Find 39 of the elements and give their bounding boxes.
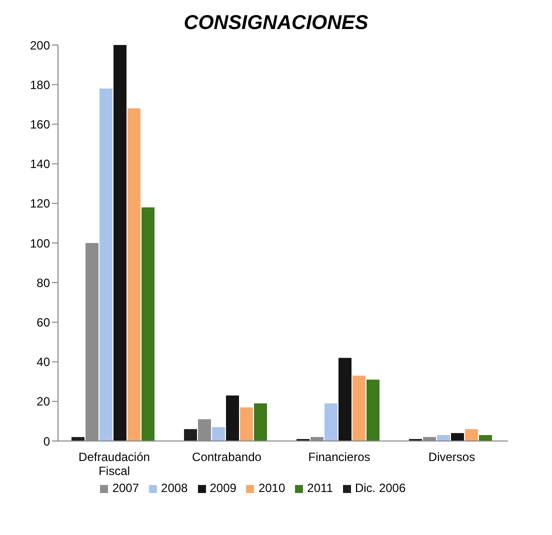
legend-label: 2007 — [112, 481, 140, 495]
bar — [352, 376, 366, 441]
x-tick-label: Diversos — [428, 450, 476, 464]
y-tick-label: 0 — [43, 434, 50, 448]
bar — [465, 429, 478, 441]
bar — [240, 407, 253, 441]
x-tick-label: Defraudación Fiscal — [78, 450, 150, 478]
bar — [184, 429, 197, 441]
bar — [254, 403, 267, 441]
chart-title: CONSIGNACIONES — [182, 12, 370, 35]
bar — [479, 435, 492, 441]
bar — [100, 88, 112, 441]
bar — [338, 358, 352, 441]
y-tick-label: 20 — [36, 394, 50, 409]
legend-label: 2010 — [258, 481, 286, 495]
legend-label: 2011 — [307, 481, 333, 495]
bar — [366, 380, 380, 441]
bar — [128, 108, 140, 441]
bar — [114, 45, 126, 441]
y-tick-label: 140 — [30, 157, 50, 172]
x-tick-label: Financieros — [308, 450, 370, 464]
y-tick-label: 180 — [30, 78, 50, 92]
bar — [142, 207, 154, 441]
legend-label: 2009 — [210, 481, 236, 495]
x-tick-label: Contrabando — [192, 450, 262, 464]
bar — [437, 435, 450, 441]
legend-label: Dic. 2006 — [354, 481, 406, 495]
bar — [212, 427, 225, 441]
y-tick-label: 100 — [30, 236, 50, 250]
y-tick-label: 40 — [36, 355, 50, 370]
bar — [324, 403, 338, 441]
y-tick-label: 80 — [36, 276, 50, 290]
y-tick-label: 60 — [36, 315, 50, 330]
bar — [226, 395, 239, 441]
legend-label: 2008 — [161, 481, 188, 495]
bar — [451, 433, 464, 441]
y-tick-label: 120 — [30, 196, 50, 211]
y-tick-label: 160 — [30, 117, 50, 132]
y-tick-label: 200 — [30, 38, 50, 52]
